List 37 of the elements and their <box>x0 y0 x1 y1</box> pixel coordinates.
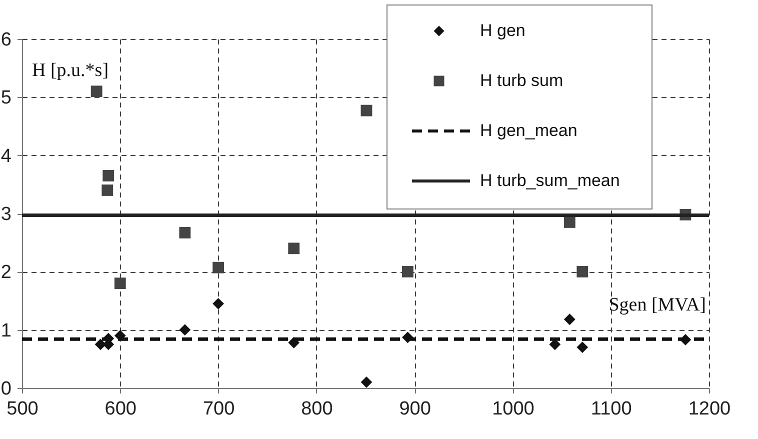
point <box>564 216 576 228</box>
legend-label: H gen <box>480 21 526 40</box>
x-axis-title: Sgen [MVA] <box>608 294 706 316</box>
x-tick-label: 900 <box>399 398 431 420</box>
y-tick-label: 1 <box>0 320 12 342</box>
point <box>564 314 576 326</box>
point <box>102 170 114 182</box>
y-tick-label: 4 <box>0 146 12 167</box>
point <box>90 86 102 98</box>
y-axis-title: H [p.u.*s] <box>32 60 109 81</box>
x-tick-label: 700 <box>202 398 235 420</box>
point <box>576 266 588 278</box>
point <box>114 278 126 289</box>
y-tick-label: 3 <box>0 204 12 225</box>
legend-label: H turb sum <box>480 71 564 90</box>
point <box>288 242 300 254</box>
x-tick-label: 600 <box>104 398 136 420</box>
point <box>402 266 414 278</box>
legend-label: H gen_mean <box>480 121 578 140</box>
x-tick-label: 1100 <box>590 398 632 420</box>
point <box>360 104 372 116</box>
legend-label: H turb_sum_mean <box>480 171 620 190</box>
x-tick-label: 800 <box>301 398 333 420</box>
x-tick-label: 1000 <box>492 398 534 420</box>
x-tick-label: 500 <box>6 398 38 420</box>
y-tick-label: 5 <box>0 88 12 109</box>
y-tick-label: 2 <box>0 262 12 284</box>
point <box>179 226 191 238</box>
point <box>360 376 372 388</box>
y-tick-label: 0 <box>0 378 12 400</box>
x-tick-label: 1200 <box>688 398 731 420</box>
point <box>212 262 224 274</box>
point <box>212 298 224 310</box>
point <box>576 342 588 353</box>
y-tick-label: 6 <box>0 30 12 50</box>
point <box>102 184 114 196</box>
point <box>179 324 191 336</box>
